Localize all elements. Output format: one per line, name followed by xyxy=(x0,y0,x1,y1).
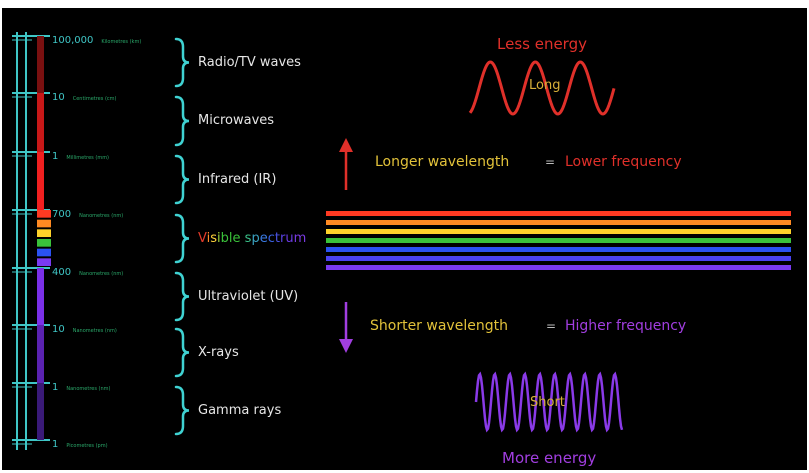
scale-tick-label: 400 Nanometres (nm) xyxy=(52,262,123,278)
visible-label-letter: u xyxy=(285,230,294,246)
shorter-wavelength-label: Shorter wavelength xyxy=(370,318,508,334)
visible-band-stripe xyxy=(37,258,51,266)
less-energy-label: Less energy xyxy=(497,35,587,53)
longer-wavelength-label: Longer wavelength xyxy=(375,154,510,170)
scale-tick-label: 10 Nanometres (nm) xyxy=(52,319,117,335)
visible-label-letter: s xyxy=(244,230,252,246)
visible-spectrum-bar xyxy=(326,265,791,270)
visible-band-stripe xyxy=(37,229,51,237)
region-label: Microwaves xyxy=(198,113,275,128)
visible-band-stripe xyxy=(37,248,51,257)
scale-tick-unit: Kilometres (km) xyxy=(101,39,142,45)
scale-tick-label: 10 Centimetres (cm) xyxy=(52,87,116,103)
region-label: Ultraviolet (UV) xyxy=(198,288,299,304)
visible-band-stripe xyxy=(37,239,51,247)
scale-tick-value: 1 xyxy=(52,151,59,162)
scale-tick-unit: Centimetres (cm) xyxy=(72,96,117,102)
short-wave-label: Short xyxy=(530,395,565,410)
scale-tick-value: 10 xyxy=(52,324,65,335)
visible-label-letter: i xyxy=(206,230,211,246)
lower-frequency-label: Lower frequency xyxy=(565,154,682,170)
spectrum-region-band xyxy=(37,152,44,210)
visible-label-letter: r xyxy=(279,230,286,246)
scale-tick-label: 1 Picometres (pm) xyxy=(52,434,108,450)
region-brace xyxy=(174,327,190,378)
scale-tick-value: 10 xyxy=(52,92,65,103)
visible-spectrum-bar xyxy=(326,211,791,216)
region-brace xyxy=(174,154,190,205)
visible-spectrum-bar xyxy=(326,229,791,234)
region-label: X-rays xyxy=(198,344,239,360)
short-wave-curve xyxy=(474,371,624,433)
visible-band-stripe xyxy=(37,219,51,228)
scale-tick-label: 700 Nanometres (nm) xyxy=(52,204,123,220)
visible-label-letter: i xyxy=(217,230,221,246)
region-label: Radio/TV waves xyxy=(198,54,301,70)
region-brace xyxy=(174,37,190,88)
scale-tick-unit: Nanometres (nm) xyxy=(79,271,124,277)
visible-spectrum-bar xyxy=(326,247,791,252)
scale-tick-value: 400 xyxy=(52,267,72,278)
visible-label-letter: c xyxy=(267,230,275,246)
visible-label-letter: p xyxy=(251,230,260,246)
up-arrow-head xyxy=(339,138,353,152)
scale-tick-value: 100,000 xyxy=(52,35,94,46)
region-brace xyxy=(174,271,190,322)
long-wave-curve xyxy=(468,60,616,116)
region-brace xyxy=(174,95,190,147)
visible-label-letter: m xyxy=(293,230,307,246)
spectrum-region-band xyxy=(37,93,44,152)
region-brace xyxy=(174,385,190,436)
scale-tick-label: 1 Millimetres (mm) xyxy=(52,146,109,162)
region-brace xyxy=(174,213,190,264)
region-label: Infrared (IR) xyxy=(198,171,277,187)
spectrum-region-band xyxy=(37,325,44,383)
spectrum-region-band xyxy=(37,36,44,93)
visible-label-letter: b xyxy=(220,230,229,246)
scale-tick-label: 100,000 Kilometres (km) xyxy=(52,30,141,46)
spectrum-region-band xyxy=(37,383,44,440)
equals-sign-top: = xyxy=(545,155,556,169)
scale-tick-value: 700 xyxy=(52,209,72,220)
higher-frequency-label: Higher frequency xyxy=(565,318,687,334)
visible-label-letter: t xyxy=(274,230,280,246)
visible-label-letter: l xyxy=(228,230,233,246)
long-wave-label: Long xyxy=(529,78,561,93)
equals-sign-bottom: = xyxy=(546,319,557,333)
region-label: Visible spectrum xyxy=(198,232,306,245)
scale-tick-unit: Nanometres (nm) xyxy=(72,328,117,334)
region-label: Gamma rays xyxy=(198,402,282,418)
spectrum-region-band xyxy=(37,268,44,325)
scale-tick-unit: Nanometres (nm) xyxy=(66,386,111,392)
visible-spectrum-bar xyxy=(326,220,791,225)
scale-tick-unit: Nanometres (nm) xyxy=(79,213,124,219)
visible-label-letter: e xyxy=(232,230,241,246)
scale-tick-value: 1 xyxy=(52,382,59,393)
scale-tick-unit: Picometres (pm) xyxy=(66,443,108,449)
visible-band-stripe xyxy=(37,210,51,218)
visible-label-letter: e xyxy=(259,230,268,246)
visible-spectrum-bar xyxy=(326,256,791,261)
visible-spectrum-bar xyxy=(326,238,791,243)
scale-tick-unit: Millimetres (mm) xyxy=(66,155,110,161)
more-energy-label: More energy xyxy=(502,449,597,467)
down-arrow-head xyxy=(339,339,353,353)
scale-tick-label: 1 Nanometres (nm) xyxy=(52,377,110,393)
visible-label-letter: s xyxy=(210,230,218,246)
scale-tick-value: 1 xyxy=(52,439,59,450)
visible-label-letter: V xyxy=(198,230,207,246)
